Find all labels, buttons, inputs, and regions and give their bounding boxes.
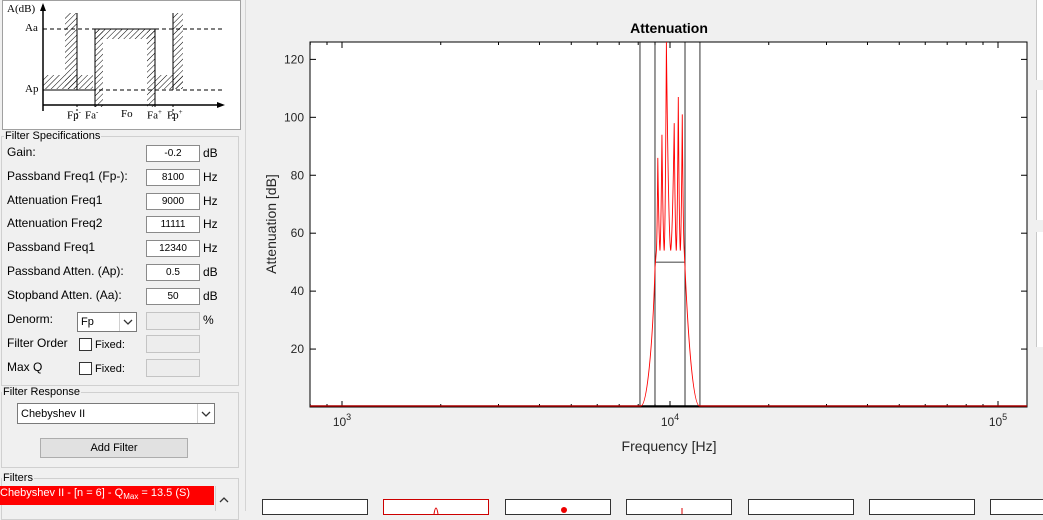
- diagram-fa-plus: Fa+: [147, 108, 162, 122]
- filter-order-fixed-label: Fixed:: [95, 339, 125, 351]
- spec-value-field[interactable]: 0.5: [146, 264, 200, 281]
- spec-unit: Hz: [203, 241, 218, 255]
- diagram-fo: Fo: [121, 108, 133, 120]
- max-q-label: Max Q: [7, 360, 42, 374]
- spec-value-field[interactable]: -0.2: [146, 145, 200, 162]
- filter-order-label: Filter Order: [7, 336, 68, 350]
- spec-label: Passband Freq1: [7, 240, 95, 254]
- attenuation-chart[interactable]: Attenuation Frequency [Hz] Attenuation […: [246, 0, 1043, 511]
- denorm-percent-field[interactable]: [146, 312, 200, 330]
- filter-list-item-text: Chebyshev II - [n = 6] - Q: [0, 487, 123, 499]
- y-tick-label: 100: [284, 110, 304, 124]
- axes-box: [310, 42, 1027, 407]
- spec-value-field[interactable]: 9000: [146, 193, 200, 210]
- max-q-fixed-checkbox[interactable]: [79, 362, 92, 375]
- thumbnail-1[interactable]: [262, 499, 368, 515]
- diagram-fp-plus: Fp+: [167, 108, 183, 122]
- thumbnail-3[interactable]: [505, 499, 611, 515]
- max-q-fixed-label: Fixed:: [95, 363, 125, 375]
- left-panel: A(dB) Aa Ap Fp- Fa- Fo Fa+ Fp+ Filter Sp…: [0, 0, 245, 511]
- thumbnail-5[interactable]: [748, 499, 854, 515]
- chevron-up-icon[interactable]: [219, 492, 229, 506]
- spec-label: Attenuation Freq2: [7, 216, 102, 230]
- filter-specifications-title: Filter Specifications: [4, 130, 101, 142]
- diagram-aa-label: Aa: [25, 22, 38, 34]
- y-tick-label: 60: [291, 226, 305, 240]
- filter-response-title: Filter Response: [2, 386, 81, 398]
- spec-label: Stopband Atten. (Aa):: [7, 288, 122, 302]
- chart-title: Attenuation: [630, 20, 708, 36]
- filter-list-item-subscript: Max: [123, 492, 138, 501]
- y-tick-label: 80: [291, 168, 305, 182]
- denorm-label: Denorm:: [7, 312, 53, 326]
- filter-list-item[interactable]: Chebyshev II - [n = 6] - QMax = 13.5 (S): [0, 486, 214, 505]
- filter-template-diagram: A(dB) Aa Ap Fp- Fa- Fo Fa+ Fp+: [2, 0, 241, 130]
- spec-unit: dB: [203, 265, 218, 279]
- spec-unit: dB: [203, 146, 218, 160]
- x-tick-label: 105: [989, 412, 1007, 429]
- filter-response-value: Chebyshev II: [21, 408, 85, 420]
- chevron-down-icon: [119, 313, 136, 331]
- y-axis-label: Attenuation [dB]: [263, 174, 279, 274]
- thumbnail-7[interactable]: [990, 499, 1043, 515]
- spec-value-field[interactable]: 8100: [146, 169, 200, 186]
- filters-scrollbar[interactable]: [215, 486, 233, 511]
- filters-title: Filters: [2, 472, 34, 484]
- filter-order-field[interactable]: [146, 335, 200, 353]
- spec-label: Gain:: [7, 145, 36, 159]
- y-tick-label: 20: [291, 342, 305, 356]
- diagram-ap-label: Ap: [25, 83, 38, 95]
- x-tick-label: 104: [661, 412, 679, 429]
- spec-unit: Hz: [203, 194, 218, 208]
- thumbnail-4[interactable]: [626, 499, 732, 515]
- right-panel-edge: [1036, 232, 1043, 347]
- plot-area: Attenuation Frequency [Hz] Attenuation […: [246, 0, 1043, 511]
- add-filter-button[interactable]: Add Filter: [40, 438, 188, 458]
- right-panel-edge: [1036, 90, 1043, 220]
- diagram-y-label: A(dB): [7, 3, 35, 15]
- filter-order-fixed-checkbox[interactable]: [79, 338, 92, 351]
- denorm-select[interactable]: Fp: [77, 312, 137, 332]
- thumbnail-2[interactable]: [383, 499, 489, 515]
- spec-unit: dB: [203, 289, 218, 303]
- x-tick-label: 103: [333, 412, 351, 429]
- diagram-fa-minus: Fa-: [85, 108, 98, 122]
- spec-unit: Hz: [203, 217, 218, 231]
- spec-value-field[interactable]: 11111: [146, 216, 200, 233]
- diagram-x-labels: Fp- Fa- Fo Fa+ Fp+: [63, 108, 243, 126]
- y-tick-label: 40: [291, 284, 305, 298]
- filter-list-item-suffix: = 13.5 (S): [138, 487, 190, 499]
- spec-label: Attenuation Freq1: [7, 193, 102, 207]
- chevron-down-icon: [197, 404, 214, 423]
- spec-label: Passband Atten. (Ap):: [7, 264, 124, 278]
- denorm-value: Fp: [81, 316, 94, 328]
- y-tick-label: 120: [284, 52, 304, 66]
- right-panel-edge: [1036, 0, 1043, 80]
- spec-value-field[interactable]: 50: [146, 288, 200, 305]
- filter-response-select[interactable]: Chebyshev II: [17, 403, 215, 424]
- spec-unit: Hz: [203, 170, 218, 184]
- diagram-fp-minus: Fp-: [67, 108, 81, 122]
- max-q-field[interactable]: [146, 359, 200, 377]
- x-axis-label: Frequency [Hz]: [622, 438, 717, 454]
- thumbnail-6[interactable]: [869, 499, 975, 515]
- spec-label: Passband Freq1 (Fp-):: [7, 169, 128, 183]
- spec-value-field[interactable]: 12340: [146, 240, 200, 257]
- denorm-unit: %: [203, 313, 214, 327]
